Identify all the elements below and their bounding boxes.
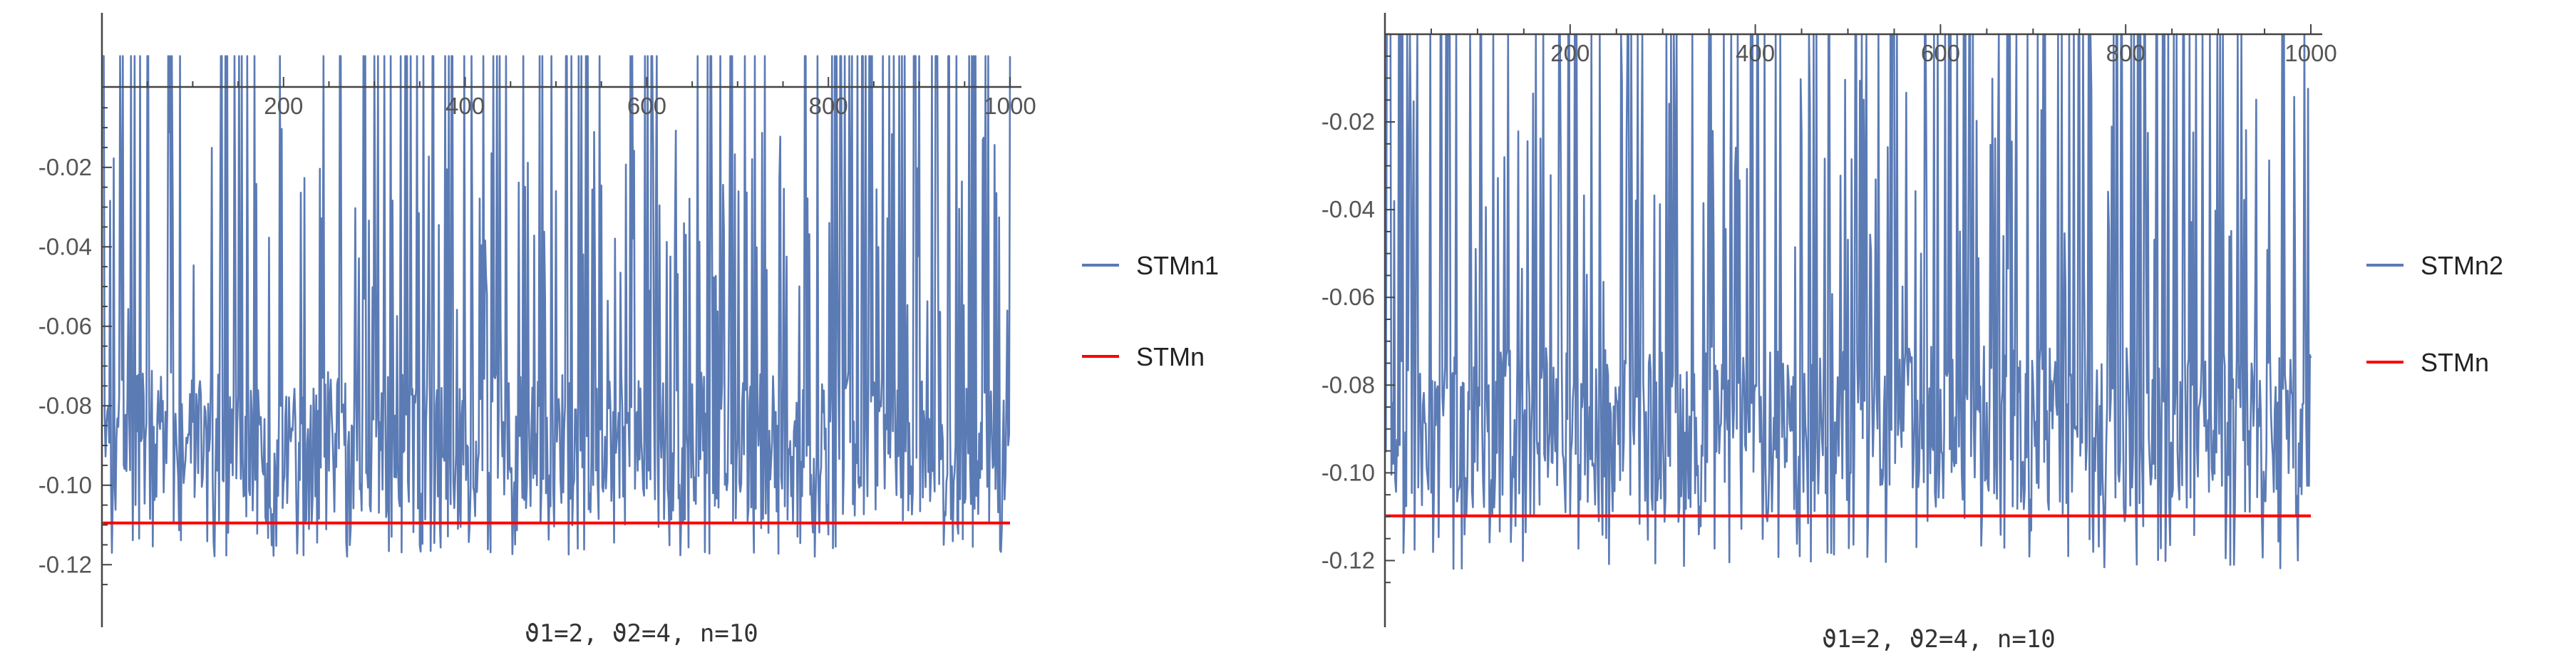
x-tick-label: 200 [264,93,303,119]
y-tick-label: -0.04 [1322,196,1375,222]
axes: 200 400 600 800 1000 -0.02 -0.04 -0.06 -0.08 -0.1… [38,13,1036,627]
x-tick-label: 400 [445,93,485,119]
y-tick-label: -0.12 [1322,547,1375,573]
legend: STMn1 STMn [1082,251,1219,371]
x-tick-label: 400 [1736,40,1775,66]
plot-area [103,55,1011,558]
chart-1-svg: 200 400 600 800 1000 -0.02 -0.04 -0.06 -0.08 -0.1… [38,13,1219,648]
x-tick-label: 800 [809,93,848,119]
series-line-stmn1 [103,55,1011,558]
y-tick-label: -0.06 [1322,284,1375,310]
y-tick-label: -0.06 [38,313,92,339]
axes: 200 400 600 800 1000 -0.02 -0.04 -0.06 -0.08 -0.1… [1322,13,2337,627]
legend-label-stmn: STMn [1136,342,1205,371]
series-line-stmn2 [1385,33,2312,570]
y-tick-label: -0.04 [38,233,92,259]
y-tick-label: -0.02 [1322,108,1375,135]
y-tick-label: -0.08 [1322,371,1375,398]
legend-label-stmn1: STMn1 [1136,251,1219,280]
chart-caption: ϑ1=2, ϑ2=4, n=10 [525,619,758,648]
y-tick-label: -0.10 [1322,459,1375,485]
y-tick-label: -0.02 [38,154,92,180]
chart-panel-1: 200 400 600 800 1000 -0.02 -0.04 -0.06 -0.08 -0.1… [0,0,1283,670]
y-tick-label: -0.12 [38,551,92,577]
y-tick-label: -0.08 [38,392,92,418]
x-tick-label: 200 [1550,40,1590,66]
chart-caption: ϑ1=2, ϑ2=4, n=10 [1822,625,2056,654]
x-tick-label: 800 [2106,40,2145,66]
plot-area [1385,33,2312,570]
y-tick-label: -0.10 [38,472,92,498]
legend: STMn2 STMn [2366,251,2503,377]
legend-label-stmn2: STMn2 [2421,251,2503,280]
x-tick-label: 1000 [984,93,1036,119]
legend-label-stmn: STMn [2421,348,2489,377]
x-tick-label: 600 [1921,40,1960,66]
chart-panel-2: 200 400 600 800 1000 -0.02 -0.04 -0.06 -0.08 -0.1… [1283,0,2576,670]
chart-2-svg: 200 400 600 800 1000 -0.02 -0.04 -0.06 -0.08 -0.1… [1322,13,2503,654]
x-tick-label: 600 [627,93,666,119]
x-tick-label: 1000 [2284,40,2337,66]
